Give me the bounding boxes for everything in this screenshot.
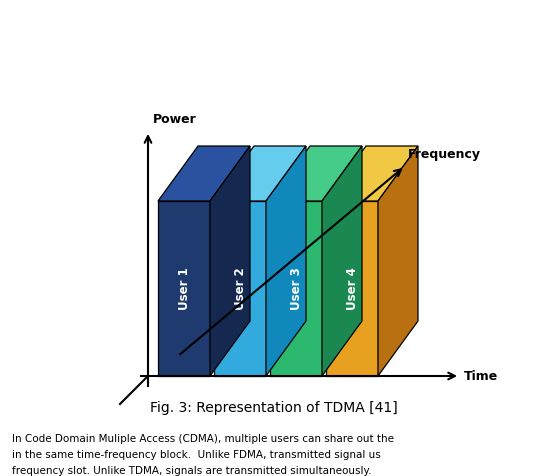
Polygon shape (378, 146, 418, 376)
Polygon shape (214, 201, 266, 376)
Polygon shape (210, 146, 250, 376)
Text: frequency slot. Unlike TDMA, signals are transmitted simultaneously.: frequency slot. Unlike TDMA, signals are… (12, 466, 372, 476)
Polygon shape (214, 146, 306, 201)
Text: User 1: User 1 (178, 267, 191, 310)
Text: Time: Time (464, 369, 498, 383)
Polygon shape (270, 146, 362, 201)
Polygon shape (326, 146, 418, 201)
Text: in the same time-frequency block.  Unlike FDMA, transmitted signal us: in the same time-frequency block. Unlike… (12, 450, 381, 460)
Polygon shape (322, 146, 362, 376)
Text: User 3: User 3 (289, 267, 302, 310)
Text: User 2: User 2 (233, 267, 247, 310)
Polygon shape (158, 201, 210, 376)
Polygon shape (326, 201, 378, 376)
Polygon shape (270, 201, 322, 376)
Polygon shape (158, 146, 250, 201)
Text: User 4: User 4 (345, 267, 358, 310)
Text: Frequency: Frequency (408, 148, 481, 161)
Text: Fig. 3: Representation of TDMA [41]: Fig. 3: Representation of TDMA [41] (150, 401, 398, 415)
Polygon shape (266, 146, 306, 376)
Text: Power: Power (153, 113, 197, 126)
Text: In Code Domain Muliple Access (CDMA), multiple users can share out the: In Code Domain Muliple Access (CDMA), mu… (12, 434, 394, 444)
